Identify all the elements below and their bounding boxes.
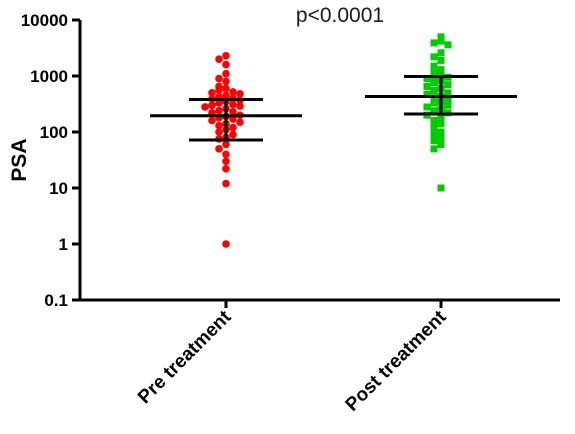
data-point [444, 89, 452, 97]
data-point [222, 69, 230, 78]
data-point [437, 184, 445, 192]
y-tick-label: 10 [49, 179, 68, 198]
data-point [430, 117, 438, 125]
data-point [437, 128, 445, 136]
data-point [215, 55, 223, 63]
data-point [236, 102, 244, 110]
data-point [430, 137, 438, 145]
data-point [208, 116, 216, 125]
error-bars [150, 74, 517, 142]
y-tick-label: 1 [59, 235, 68, 254]
x-tick-label: Pre treatment [134, 306, 236, 408]
data-point [430, 87, 438, 95]
data-point [430, 39, 438, 47]
data-point [437, 120, 445, 128]
data-point [222, 77, 230, 86]
data-point [215, 121, 223, 130]
chart-title: p<0.0001 [296, 4, 384, 27]
data-point [430, 99, 438, 107]
y-tick-label: 10000 [21, 11, 68, 30]
y-axis-label: PSA [8, 138, 31, 181]
data-point [430, 79, 438, 87]
data-point [229, 107, 237, 116]
data-point [222, 165, 230, 173]
data-point [229, 130, 237, 139]
data-point [437, 70, 445, 78]
data-point [444, 41, 452, 49]
data-point [444, 96, 452, 104]
x-tick-labels: Pre treatment Post treatment [134, 306, 451, 415]
data-point [215, 145, 223, 153]
data-point [437, 140, 445, 148]
data-point [423, 103, 431, 111]
data-point [423, 90, 431, 98]
data-point [208, 89, 216, 97]
data-point [236, 118, 244, 126]
x-tick-label: Post treatment [342, 306, 451, 415]
data-point [215, 99, 223, 107]
data-point [430, 124, 438, 132]
data-point [430, 107, 438, 115]
y-tick-label: 1000 [30, 67, 68, 86]
data-point [215, 86, 223, 94]
data-point [437, 133, 445, 141]
data-point [222, 157, 230, 166]
data-point [430, 131, 438, 139]
data-point [208, 101, 216, 110]
data-point [430, 53, 438, 61]
data-point [423, 75, 431, 83]
data-point [222, 84, 230, 93]
data-point [222, 60, 230, 69]
data-point [215, 74, 223, 83]
data-point [236, 90, 244, 98]
data-point [222, 91, 230, 100]
data-point [437, 49, 445, 57]
y-tick-label: 100 [40, 123, 68, 142]
data-point [430, 145, 438, 153]
data-point [222, 240, 230, 248]
data-point [222, 140, 230, 149]
data-point [444, 81, 452, 89]
axes [78, 20, 560, 308]
data-point [437, 33, 445, 41]
data-point [437, 114, 445, 122]
data-point [423, 82, 431, 90]
data-point [222, 150, 230, 159]
data-point [437, 56, 445, 64]
data-point [222, 51, 230, 60]
y-ticks: 0.1 1 10 100 1000 10000 [21, 11, 80, 310]
data-point [437, 37, 445, 45]
data-point [229, 123, 237, 132]
data-point [201, 103, 209, 111]
data-point [229, 88, 237, 96]
data-point [215, 128, 223, 136]
data-point [222, 179, 230, 188]
data-point [229, 100, 237, 109]
data-point [437, 66, 445, 74]
data-point [430, 62, 438, 70]
data-point [430, 68, 438, 76]
data-point [215, 106, 223, 115]
y-tick-label: 0.1 [44, 291, 68, 310]
data-point [444, 101, 452, 109]
